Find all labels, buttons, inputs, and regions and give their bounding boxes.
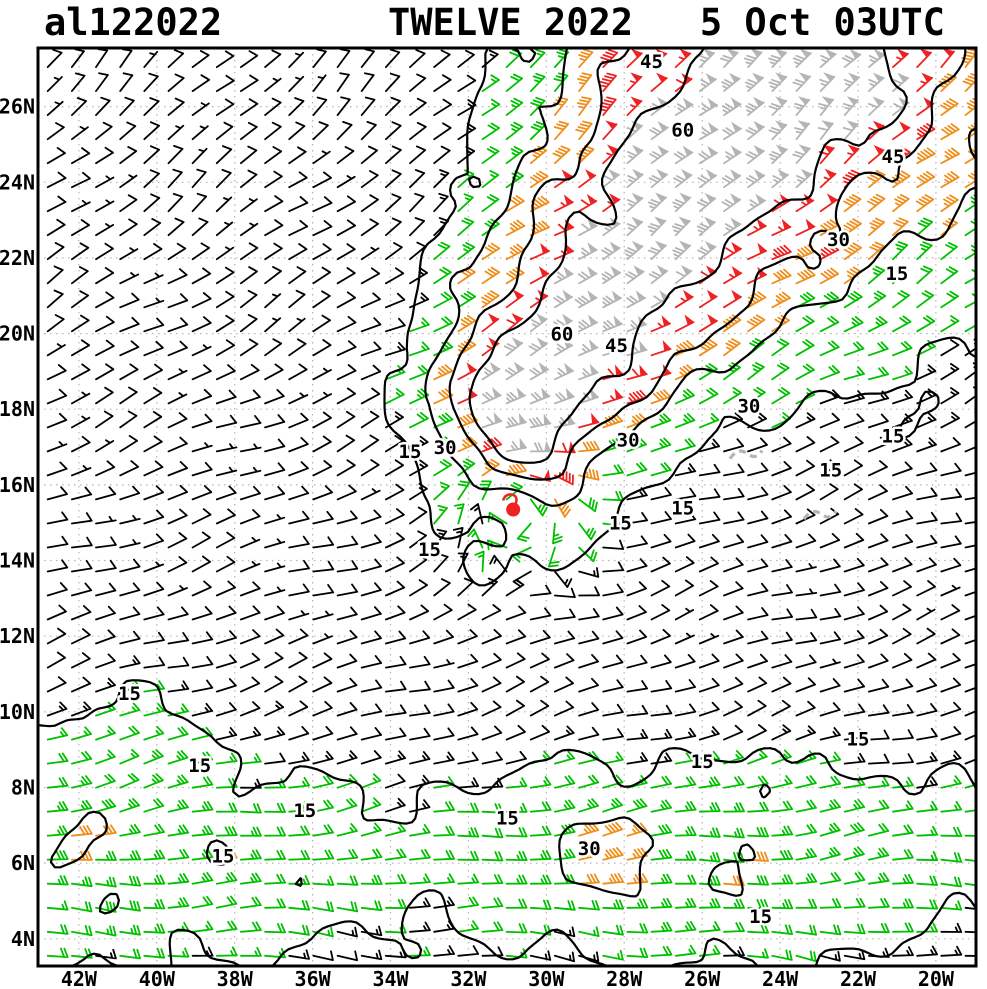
lat-tick-label: 22N	[0, 246, 35, 270]
lat-tick-label: 20N	[0, 322, 35, 346]
lon-tick-label: 40W	[139, 967, 176, 989]
svg-text:45: 45	[605, 335, 628, 357]
lat-tick-label: 8N	[11, 776, 35, 800]
svg-text:30: 30	[578, 838, 601, 860]
svg-text:45: 45	[640, 51, 663, 73]
svg-text:30: 30	[827, 229, 850, 251]
svg-text:15: 15	[118, 683, 141, 705]
svg-text:15: 15	[885, 263, 908, 285]
lat-tick-label: 18N	[0, 397, 35, 421]
lon-tick-label: 36W	[295, 967, 332, 989]
svg-text:15: 15	[671, 498, 694, 520]
lon-tick-label: 26W	[684, 967, 721, 989]
svg-text:15: 15	[691, 751, 714, 773]
isotach-contours	[38, 48, 976, 966]
svg-text:60: 60	[671, 119, 694, 141]
svg-text:15: 15	[212, 846, 235, 868]
lon-tick-label: 32W	[450, 967, 487, 989]
lon-tick-label: 22W	[840, 967, 877, 989]
plot-border	[36, 46, 978, 968]
lat-tick-label: 24N	[0, 170, 35, 194]
lat-tick-label: 16N	[0, 473, 35, 497]
svg-text:15: 15	[496, 808, 519, 830]
isotach-labels: 45 60 45 30 15 60 45 30 15 15 30 30 15 15 15 15 15 15 15 15…	[116, 49, 911, 931]
svg-text:15: 15	[418, 539, 441, 561]
svg-text:15: 15	[819, 460, 842, 482]
svg-text:45: 45	[882, 146, 905, 168]
svg-text:15: 15	[847, 728, 870, 750]
lon-tick-label: 28W	[606, 967, 643, 989]
lon-tick-label: 30W	[528, 967, 565, 989]
lat-tick-label: 4N	[11, 927, 35, 951]
chart-title: TWELVE 2022 5 Oct 03UTC	[388, 1, 945, 44]
svg-text:30: 30	[737, 395, 760, 417]
svg-text:15: 15	[188, 755, 211, 777]
svg-text:30: 30	[434, 437, 457, 459]
lat-tick-label: 10N	[0, 700, 35, 724]
lon-tick-label: 42W	[61, 967, 98, 989]
svg-text:15: 15	[399, 441, 422, 463]
svg-text:30: 30	[617, 430, 640, 452]
storm-id-label: al122022	[44, 1, 223, 44]
title-bar: al122022 TWELVE 2022 5 Oct 03UTC	[0, 0, 987, 46]
storm-center-marker	[501, 493, 521, 517]
lat-tick-label: 26N	[0, 95, 35, 119]
lat-tick-label: 14N	[0, 549, 35, 573]
wind-barbs	[46, 48, 976, 963]
svg-text:15: 15	[293, 800, 316, 822]
svg-text:15: 15	[749, 906, 772, 928]
svg-text:60: 60	[550, 324, 573, 346]
lat-tick-label: 6N	[11, 851, 35, 875]
lon-tick-label: 24W	[762, 967, 799, 989]
svg-text:15: 15	[882, 426, 905, 448]
lon-tick-label: 20W	[918, 967, 955, 989]
svg-text:15: 15	[609, 513, 632, 535]
lat-tick-label: 12N	[0, 624, 35, 648]
axis-tick-labels: 26N 24N 22N 20N 18N 16N 14N 12N 10N 8N 6N 4N 42W 40W 3…	[0, 95, 955, 989]
lon-tick-label: 38W	[217, 967, 254, 989]
lon-tick-label: 34W	[372, 967, 409, 989]
